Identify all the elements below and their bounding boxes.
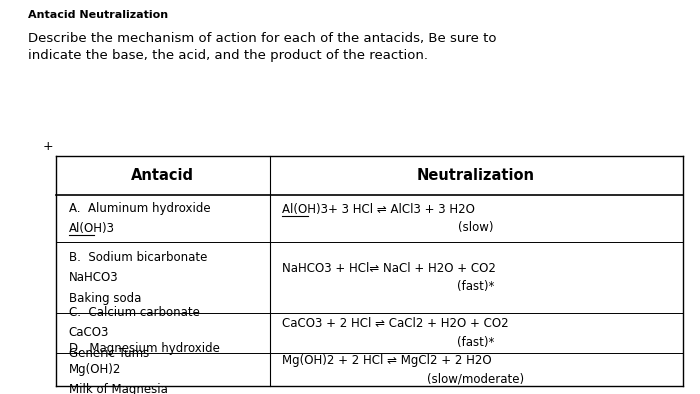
Text: D.  Magnesium hydroxide: D. Magnesium hydroxide [69, 342, 220, 355]
Text: Milk of Magnesia: Milk of Magnesia [69, 383, 167, 394]
Text: Neutralization: Neutralization [417, 168, 535, 183]
Text: Antacid: Antacid [132, 168, 195, 183]
Text: (slow): (slow) [458, 221, 493, 234]
Text: NaHCO3: NaHCO3 [69, 271, 118, 284]
Text: C.  Calcium carbonate: C. Calcium carbonate [69, 306, 200, 319]
Text: Mg(OH)2: Mg(OH)2 [69, 363, 121, 376]
Text: (fast)*: (fast)* [457, 281, 495, 294]
Text: B.  Sodium bicarbonate: B. Sodium bicarbonate [69, 251, 207, 264]
Text: CaCO3: CaCO3 [69, 327, 109, 339]
Text: +: + [42, 141, 53, 153]
Text: indicate the base, the acid, and the product of the reaction.: indicate the base, the acid, and the pro… [28, 49, 428, 62]
Text: (slow/moderate): (slow/moderate) [428, 372, 524, 385]
Text: Baking soda: Baking soda [69, 292, 141, 305]
Text: (fast)*: (fast)* [457, 336, 495, 349]
Text: NaHCO3 + HCl⇌ NaCl + H2O + CO2: NaHCO3 + HCl⇌ NaCl + H2O + CO2 [282, 262, 496, 275]
Text: Describe the mechanism of action for each of the antacids, Be sure to: Describe the mechanism of action for eac… [28, 32, 496, 45]
Text: Mg(OH)2 + 2 HCl ⇌ MgCl2 + 2 H2O: Mg(OH)2 + 2 HCl ⇌ MgCl2 + 2 H2O [282, 354, 491, 367]
Text: CaCO3 + 2 HCl ⇌ CaCl2 + H2O + CO2: CaCO3 + 2 HCl ⇌ CaCl2 + H2O + CO2 [282, 317, 509, 330]
Text: Al(OH)3+ 3 HCl ⇌ AlCl3 + 3 H2O: Al(OH)3+ 3 HCl ⇌ AlCl3 + 3 H2O [282, 203, 475, 216]
Text: Generic Tums: Generic Tums [69, 347, 149, 360]
Text: A.  Aluminum hydroxide: A. Aluminum hydroxide [69, 202, 210, 215]
Text: Al(OH)3: Al(OH)3 [69, 223, 115, 235]
Text: Antacid Neutralization: Antacid Neutralization [28, 10, 168, 20]
